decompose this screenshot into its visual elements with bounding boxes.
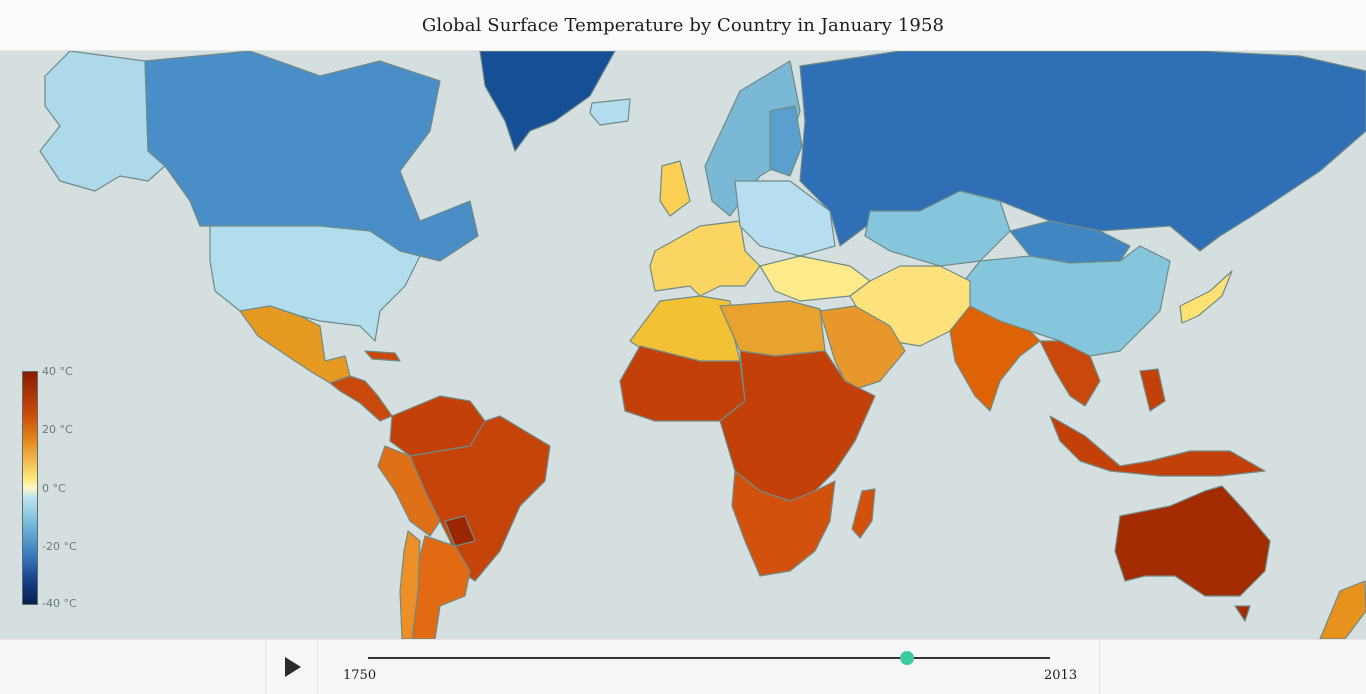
play-button[interactable] [265,640,318,694]
region-australia[interactable] [1114,485,1271,597]
region-philippines[interactable] [1139,368,1166,412]
region-russia[interactable] [799,51,1366,252]
region-paraguay[interactable] [444,515,476,547]
region-united-kingdom[interactable] [659,160,691,217]
legend-label-minus20: -20 °C [42,540,77,553]
region-central-america[interactable] [329,375,393,422]
region-madagascar[interactable] [851,488,876,539]
timeline-handle[interactable] [900,651,915,665]
region-southern-africa[interactable] [731,470,836,577]
legend-label-min: -40 °C [42,597,77,610]
region-western-europe[interactable] [649,220,761,297]
timeline-track[interactable] [368,657,1050,659]
region-mexico[interactable] [239,305,351,384]
play-icon [285,657,301,677]
page-title: Global Surface Temperature by Country in… [421,14,945,36]
region-japan[interactable] [1179,270,1233,324]
legend-label-0: 0 °C [42,482,66,495]
world-map[interactable] [0,51,1366,639]
timeline-end-year: 2013 [1044,668,1078,683]
region-canada[interactable] [144,51,479,262]
region-caribbean[interactable] [364,350,401,362]
header: Global Surface Temperature by Country in… [0,0,1366,51]
timeline-divider [1099,640,1100,694]
region-brazil[interactable] [409,415,551,582]
timeline-start-year: 1750 [343,668,377,683]
region-chile[interactable] [399,530,421,639]
region-kazakhstan[interactable] [864,190,1011,267]
region-finland[interactable] [769,105,803,177]
map-svg [39,51,1366,639]
region-iceland[interactable] [589,98,631,126]
region-central-europe[interactable] [734,180,836,257]
region-arabian-peninsula[interactable] [819,305,906,392]
legend-label-max: 40 °C [42,365,73,378]
temperature-legend: 40 °C 20 °C 0 °C -20 °C -40 °C [20,363,90,611]
legend-color-scale [22,371,38,605]
region-united-states[interactable] [209,225,421,342]
region-new-zealand[interactable] [1319,580,1366,639]
region-indonesia[interactable] [1049,415,1266,477]
region-southeast-asia[interactable] [1039,340,1101,407]
region-tasmania[interactable] [1234,605,1251,622]
region-central-africa[interactable] [719,350,876,502]
timeline-bar: 1750 2013 [0,639,1366,694]
legend-label-20: 20 °C [42,423,73,436]
region-india[interactable] [949,305,1041,412]
region-greenland[interactable] [479,51,616,152]
